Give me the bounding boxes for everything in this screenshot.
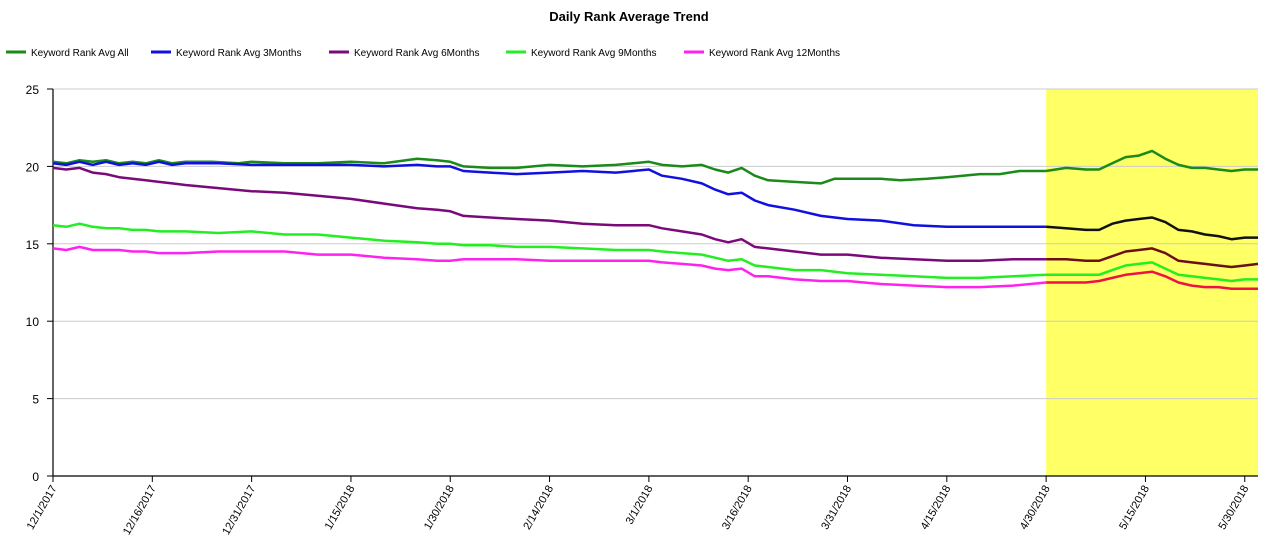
x-tick-label: 1/15/2018 [323,484,358,532]
x-tick-label: 3/16/2018 [720,484,755,532]
x-tick-label: 4/30/2018 [1018,484,1053,532]
series-line-2-highlight [1046,216,1258,241]
x-tick-label: 2/14/2018 [521,484,556,532]
x-tick-label: 3/1/2018 [624,484,656,527]
x-tick-label: 4/15/2018 [919,484,954,532]
series-line-2 [52,160,1047,229]
y-tick-label: 25 [26,83,40,97]
legend-label: Keyword Rank Avg 3Months [176,48,301,59]
chart-title: Daily Rank Average Trend [549,9,708,24]
series-line-4-highlight [1046,261,1258,283]
series-line-1-highlight [1045,149,1258,173]
gridlines [53,88,1258,400]
x-tick-label: 1/30/2018 [422,484,457,532]
series-line-3-highlight [1046,247,1259,269]
y-tick-label: 5 [32,393,39,407]
y-tick-label: 15 [26,238,40,252]
y-axis-ticks: 0 5 10 15 20 25 [26,83,53,484]
legend: Keyword Rank Avg All Keyword Rank Avg 3Mo… [6,48,840,59]
x-tick-label: 5/30/2018 [1216,484,1251,532]
legend-label: Keyword Rank Avg 12Months [709,48,840,59]
y-tick-label: 10 [26,315,40,329]
legend-label: Keyword Rank Avg 9Months [531,48,656,59]
series-line-5 [52,245,1047,289]
y-tick-label: 0 [32,470,39,484]
x-tick-label: 3/31/2018 [819,484,854,532]
legend-label: Keyword Rank Avg 6Months [354,48,479,59]
legend-label: Keyword Rank Avg All [31,48,129,59]
x-tick-label: 12/31/2017 [220,484,258,537]
axes [52,89,1258,477]
x-axis-ticks: 12/1/2017 12/16/2017 12/31/2017 1/15/2018 1/… [25,476,1251,537]
y-tick-label: 20 [26,160,40,174]
series-lines [52,149,1259,290]
x-tick-label: 12/1/2017 [25,484,60,532]
series-line-4 [52,222,1047,280]
series-line-5-highlight [1046,270,1258,290]
series-line-3 [52,166,1047,263]
x-tick-label: 12/16/2017 [121,484,159,537]
x-tick-label: 5/15/2018 [1117,484,1152,532]
series-line-1 [52,157,1047,185]
